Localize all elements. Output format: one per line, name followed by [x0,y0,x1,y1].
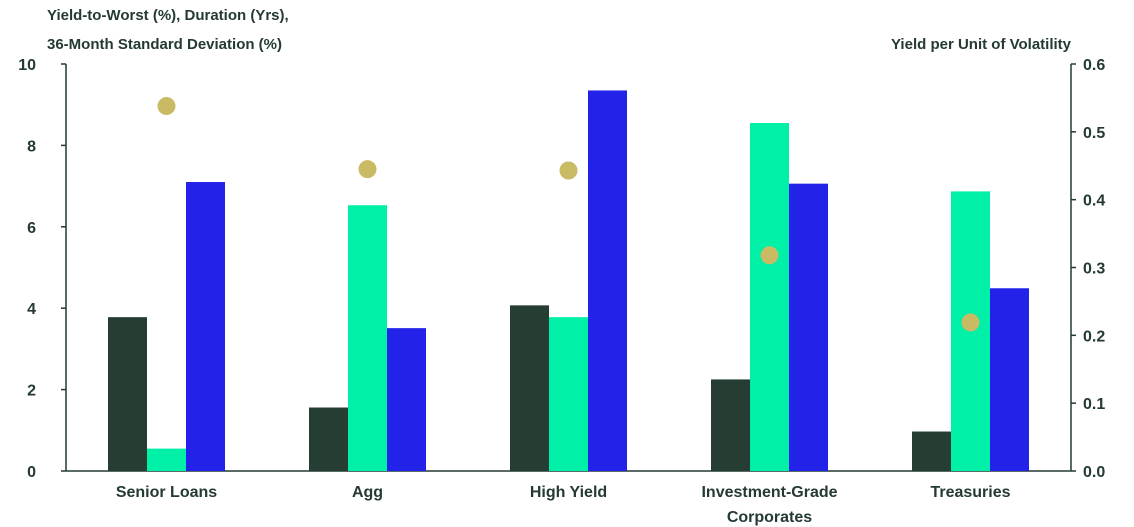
bar-series1 [309,407,348,471]
category-label: High Yield [530,484,607,501]
bar-series2 [750,123,789,471]
right-axis-title: Yield per Unit of Volatility [891,36,1072,53]
dot-yield-per-vol [559,161,578,180]
right-tick-label: 0.3 [1083,261,1105,278]
bar-series2 [549,317,588,471]
category-label: Corporates [727,509,812,526]
dot-yield-per-vol [961,313,980,332]
dot-yield-per-vol [358,160,377,179]
bar-series3 [990,288,1029,471]
bar-series3 [186,182,225,471]
left-tick-label: 8 [27,138,36,155]
bar-series3 [588,90,627,471]
bar-series2 [348,205,387,471]
right-tick-label: 0.0 [1083,464,1105,481]
bar-series1 [108,317,147,471]
bar-series3 [387,328,426,471]
bar-series2 [147,448,186,471]
bar-series3 [789,183,828,471]
bar-series1 [510,305,549,471]
bar-series1 [912,431,951,471]
left-axis-title-line2: 36-Month Standard Deviation (%) [47,36,282,53]
category-label: Senior Loans [116,484,217,501]
left-tick-label: 0 [27,464,36,481]
right-tick-label: 0.5 [1083,125,1105,142]
left-axis-title-line1: Yield-to-Worst (%), Duration (Yrs), [47,7,289,24]
bar-series1 [711,379,750,471]
category-label: Treasuries [930,484,1010,501]
right-tick-label: 0.2 [1083,328,1105,345]
dot-yield-per-vol [760,246,779,265]
plot-area: 0 2 4 6 8 10 0.0 0.1 0.2 0.3 0.4 0.5 0.6 Senior Loans… [18,57,1105,526]
right-tick-label: 0.6 [1083,57,1105,74]
dot-yield-per-vol [157,97,176,116]
category-label: Agg [352,484,383,501]
left-tick-label: 6 [27,220,36,237]
left-tick-label: 10 [18,57,36,74]
left-tick-label: 4 [27,301,36,318]
right-tick-label: 0.1 [1083,396,1105,413]
category-label: Investment-Grade [701,484,837,501]
left-tick-label: 2 [27,383,36,400]
right-tick-label: 0.4 [1083,193,1105,210]
